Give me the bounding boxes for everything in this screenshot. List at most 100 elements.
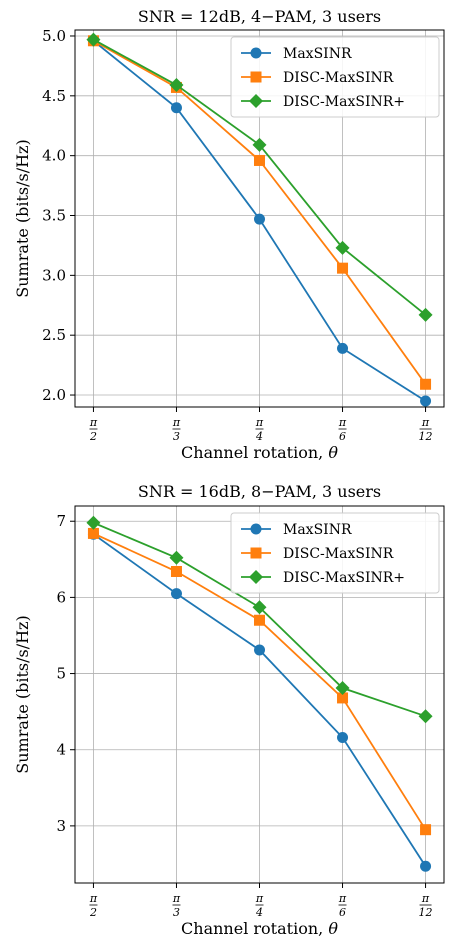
data-point (420, 860, 432, 872)
data-point (420, 378, 432, 390)
y-tick-label: 3 (56, 817, 66, 835)
x-tick-denominator: 4 (255, 906, 263, 919)
legend-label: DISC-MaxSINR+ (283, 94, 405, 110)
legend: MaxSINR DISC-MaxSINR DISC-MaxSINR+ (230, 36, 440, 118)
x-tick-numerator: π (255, 416, 264, 429)
x-tick-denominator: 3 (173, 906, 180, 919)
y-tick-label: 4.5 (42, 87, 66, 105)
x-tick-numerator: π (421, 892, 430, 905)
legend-item: DISC-MaxSINR+ (241, 570, 405, 586)
series-disc-maxsinr- (86, 32, 433, 322)
legend-item: MaxSINR (241, 522, 352, 538)
data-point (254, 154, 265, 166)
data-point (418, 307, 433, 322)
legend-marker (249, 570, 263, 584)
y-axis-label: Sumrate (bits/s/Hz) (13, 615, 32, 773)
y-axis-label: Sumrate (bits/s/Hz) (13, 139, 32, 297)
y-tick-label: 3.5 (42, 207, 66, 225)
data-point (169, 550, 184, 565)
x-axis-label: Channel rotation, θ (181, 919, 338, 938)
data-point (335, 240, 350, 255)
data-point (170, 565, 182, 577)
legend-marker (250, 71, 262, 83)
x-tick-label: π2 (89, 416, 98, 443)
x-tick-label: π4 (255, 416, 264, 443)
x-tick-numerator: π (172, 416, 181, 429)
x-tick-label: π6 (338, 892, 347, 919)
data-point (170, 588, 182, 600)
x-tick-numerator: π (89, 416, 98, 429)
x-tick-numerator: π (338, 892, 347, 905)
data-point (337, 262, 349, 274)
legend-label: DISC-MaxSINR (283, 546, 394, 562)
x-tick-label: π3 (172, 892, 181, 919)
y-tick-label: 2.0 (42, 386, 66, 404)
x-tick-numerator: π (338, 416, 347, 429)
y-tick-label: 2.5 (42, 326, 66, 344)
data-point (252, 600, 267, 615)
x-tick-denominator: 12 (419, 906, 433, 919)
data-point (86, 515, 101, 530)
chart-title: SNR = 12dB, 4−PAM, 3 users (138, 7, 381, 26)
x-tick-denominator: 2 (89, 906, 97, 919)
x-tick-numerator: π (421, 416, 430, 429)
data-point (337, 692, 349, 704)
x-tick-label: π6 (338, 416, 347, 443)
data-point (418, 709, 433, 724)
data-point (254, 213, 265, 225)
legend-box (230, 36, 440, 118)
legend-box (230, 512, 440, 594)
data-point (337, 732, 349, 744)
legend-label: DISC-MaxSINR (283, 70, 394, 86)
series-disc-maxsinr (87, 527, 432, 836)
data-point (254, 614, 265, 626)
x-tick-denominator: 6 (339, 430, 346, 443)
x-tick-label: π4 (255, 892, 264, 919)
data-point (252, 137, 267, 152)
y-tick-label: 5 (56, 665, 66, 683)
x-tick-denominator: 6 (339, 906, 346, 919)
y-tick-label: 4.0 (42, 147, 66, 165)
legend-label: MaxSINR (283, 522, 352, 538)
grid-lines (75, 506, 444, 883)
x-tick-numerator: π (172, 892, 181, 905)
y-tick-label: 7 (56, 512, 66, 530)
data-point (86, 32, 101, 47)
chart-title: SNR = 16dB, 8−PAM, 3 users (138, 482, 381, 501)
x-tick-label: π3 (172, 416, 181, 443)
data-point (170, 102, 182, 114)
x-axis-label: Channel rotation, θ (181, 443, 338, 462)
legend-item: DISC-MaxSINR+ (241, 94, 405, 110)
data-point (337, 342, 349, 354)
data-point (335, 681, 350, 696)
legend-marker (250, 547, 262, 559)
data-point (169, 78, 184, 93)
data-point (420, 824, 432, 836)
legend-marker (250, 523, 262, 535)
y-tick-label: 3.0 (42, 266, 66, 284)
y-tick-label: 6 (56, 588, 66, 606)
x-tick-denominator: 4 (255, 430, 263, 443)
legend-item: MaxSINR (241, 46, 352, 62)
data-point (420, 395, 432, 407)
x-tick-label: π12 (419, 416, 433, 443)
y-tick-label: 5.0 (42, 27, 66, 45)
chart-panel-1: SNR = 12dB, 4−PAM, 3 users 2.0 2.5 3.0 3.5 4.… (13, 7, 445, 462)
x-tick-denominator: 2 (89, 430, 97, 443)
series-disc-maxsinr- (86, 515, 433, 724)
legend-item: DISC-MaxSINR (241, 70, 394, 86)
legend: MaxSINR DISC-MaxSINR DISC-MaxSINR+ (230, 512, 440, 594)
x-tick-denominator: 12 (419, 430, 433, 443)
legend-marker (250, 47, 262, 59)
legend-label: MaxSINR (283, 46, 352, 62)
x-tick-numerator: π (89, 892, 98, 905)
x-tick-label: π12 (419, 892, 433, 919)
data-point (254, 644, 265, 656)
x-tick-denominator: 3 (173, 430, 180, 443)
y-tick-label: 4 (56, 741, 66, 759)
legend-label: DISC-MaxSINR+ (283, 570, 405, 586)
x-tick-label: π2 (89, 892, 98, 919)
data-point (87, 527, 99, 539)
legend-marker (249, 94, 263, 108)
